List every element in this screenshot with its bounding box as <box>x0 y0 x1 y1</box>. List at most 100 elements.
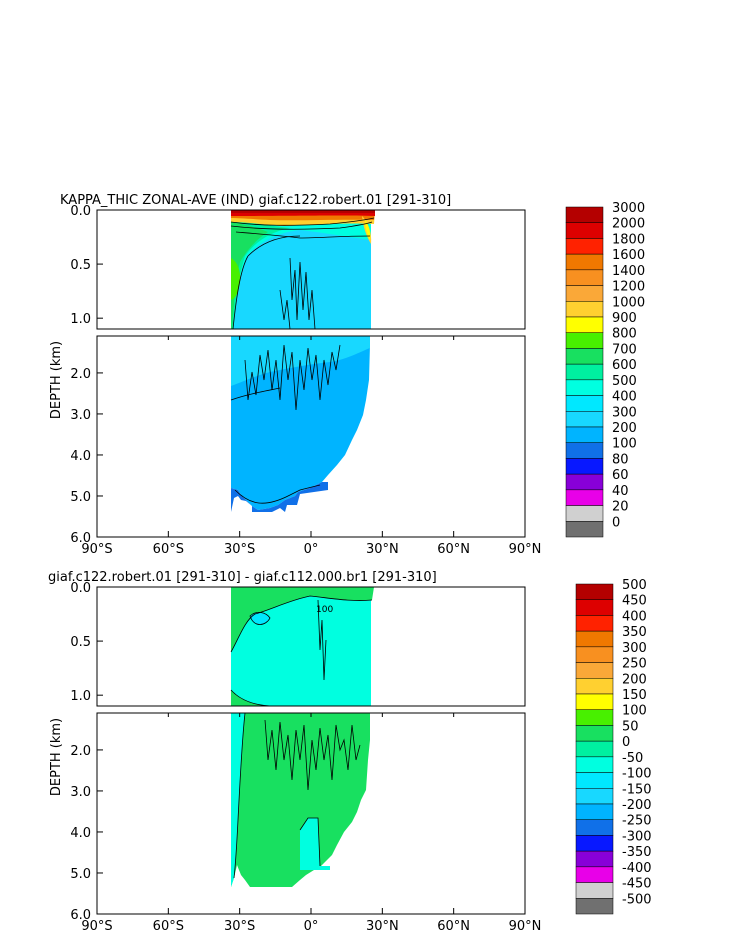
chart1-colorbar-swatch <box>565 395 604 412</box>
chart2-colorbar-label: 50 <box>622 719 639 734</box>
chart2-colorbar-label: 450 <box>622 594 647 609</box>
chart1-colorbar-swatch <box>565 269 604 286</box>
chart2-colorbar-label: -250 <box>622 814 652 829</box>
chart1-colorbar-label: 80 <box>612 452 629 467</box>
chart1-x-tick-label: 30°S <box>224 542 255 557</box>
chart1-colorbar-label: 800 <box>612 327 637 342</box>
chart1-colorbar-label: 600 <box>612 358 637 373</box>
chart2-colorbar-swatch <box>575 772 614 789</box>
chart1-colorbar-label: 900 <box>612 311 637 326</box>
chart2-colorbar-swatch <box>575 740 614 758</box>
chart1-colorbar-swatch <box>565 222 604 239</box>
chart2-colorbar-swatch <box>575 599 614 616</box>
chart1-y-tick-label: 2.0 <box>70 367 91 382</box>
chart1-colorbar-swatch <box>565 442 604 459</box>
chart1-x-tick-label: 0° <box>304 542 319 557</box>
chart1-colorbar-label: 1400 <box>612 264 645 279</box>
chart1-upper-field <box>231 210 375 329</box>
chart2-y-tick-label: 0.5 <box>70 635 91 650</box>
chart1-colorbar-swatch <box>565 473 604 491</box>
chart2-colorbar-label: -100 <box>622 767 652 782</box>
chart2-x-tick-label: 60°N <box>437 919 470 934</box>
chart1-x-tick-label: 90°S <box>81 542 112 557</box>
chart1-colorbar-swatch <box>565 316 604 333</box>
chart1-colorbar-label: 3000 <box>612 201 645 216</box>
chart2-x-tick-label: 90°N <box>509 919 542 934</box>
chart2-colorbar-label: -200 <box>622 798 652 813</box>
chart2-ylabel: DEPTH (km) <box>49 718 64 796</box>
chart1-y-tick-label: 0.5 <box>70 258 91 273</box>
chart2-y-tick-label: 2.0 <box>70 744 91 759</box>
chart1-colorbar-swatch <box>565 348 604 365</box>
chart2-lower-contours <box>233 712 361 879</box>
chart1-colorbar-swatch <box>565 206 604 223</box>
chart1-x-tick-label: 30°N <box>366 542 399 557</box>
chart1-colorbar-label: 0 <box>612 515 620 530</box>
chart-difference: giaf.c122.robert.01 [291-310] - giaf.c11… <box>48 570 652 934</box>
chart1-colorbar-swatch <box>565 411 604 428</box>
chart1-colorbar-swatch <box>565 521 604 538</box>
chart1-y-tick-label: 1.0 <box>70 312 91 327</box>
chart2-colorbar-swatch <box>575 662 614 679</box>
chart1-colorbar-label: 1800 <box>612 232 645 247</box>
chart1-x-tick-label: 60°N <box>437 542 470 557</box>
chart1-colorbar-swatch <box>565 301 604 318</box>
chart1-colorbar-label: 400 <box>612 390 637 405</box>
chart1-y-tick-label: 3.0 <box>70 408 91 423</box>
chart2-colorbar-swatch <box>575 630 614 648</box>
chart1-colorbar-swatch <box>565 253 604 271</box>
chart1-ylabel: DEPTH (km) <box>49 341 64 419</box>
chart2-colorbar-label: -400 <box>622 861 652 876</box>
chart2-x-tick-label: 30°S <box>224 919 255 934</box>
chart1-colorbar-label: 20 <box>612 500 629 515</box>
chart2-upper-panel-frame <box>96 586 526 707</box>
chart2-colorbar-swatch <box>575 615 614 632</box>
chart1-colorbar-label: 1600 <box>612 248 645 263</box>
chart1-y-tick-label: 6.0 <box>70 531 91 546</box>
chart2-colorbar-label: 150 <box>622 688 647 703</box>
chart2-colorbar-swatch <box>575 819 614 836</box>
chart2-colorbar-swatch <box>575 882 614 899</box>
chart2-y-tick-label: 1.0 <box>70 689 91 704</box>
chart2-upper-field <box>231 587 374 706</box>
chart1-colorbar-swatch <box>565 426 604 443</box>
chart2-x-tick-label: 0° <box>304 919 319 934</box>
chart1-colorbar-label: 1000 <box>612 295 645 310</box>
chart1-title: KAPPA_THIC ZONAL-AVE (IND) giaf.c122.rob… <box>60 193 451 208</box>
chart2-colorbar-label: -50 <box>622 751 643 766</box>
chart2-y-tick-label: 3.0 <box>70 785 91 800</box>
chart1-colorbar-label: 300 <box>612 405 637 420</box>
chart2-colorbar-label: -350 <box>622 845 652 860</box>
chart1-colorbar-swatch <box>565 285 604 302</box>
chart2-title: giaf.c122.robert.01 [291-310] - giaf.c11… <box>48 570 437 585</box>
chart1-colorbar-label: 500 <box>612 374 637 389</box>
chart2-colorbar-label: -300 <box>622 829 652 844</box>
chart2-colorbar-label: 300 <box>622 641 647 656</box>
chart2-y-tick-label: 4.0 <box>70 826 91 841</box>
chart2-colorbar-swatch <box>575 788 614 805</box>
chart2-colorbar-swatch <box>575 583 614 600</box>
chart2-colorbar-label: 350 <box>622 625 647 640</box>
chart1-colorbar-label: 1200 <box>612 280 645 295</box>
chart2-colorbar-swatch <box>575 803 614 820</box>
chart2-lower-field <box>231 713 370 887</box>
chart1-y-tick-label: 4.0 <box>70 449 91 464</box>
chart2-colorbar-swatch <box>575 835 614 852</box>
chart1-upper-panel-frame <box>96 209 526 330</box>
chart2-y-tick-label: 6.0 <box>70 908 91 923</box>
chart2-colorbar-label: 0 <box>622 735 630 750</box>
chart2-colorbar-swatch <box>575 646 614 663</box>
chart1-colorbar-swatch <box>565 363 604 381</box>
chart2-colorbar-swatch <box>575 756 614 773</box>
chart1-y-tick-label: 5.0 <box>70 490 91 505</box>
chart2-colorbar-label: 250 <box>622 657 647 672</box>
chart2-colorbar-label: 100 <box>622 704 647 719</box>
chart1-colorbar-swatch <box>565 238 604 255</box>
chart1-colorbar-label: 60 <box>612 468 629 483</box>
chart1-colorbar-swatch <box>565 332 604 349</box>
chart1-colorbar-swatch <box>565 505 604 522</box>
chart2-colorbar-swatch <box>575 725 614 742</box>
chart1-upper-contours <box>230 217 375 330</box>
chart1-x-tick-label: 90°N <box>509 542 542 557</box>
